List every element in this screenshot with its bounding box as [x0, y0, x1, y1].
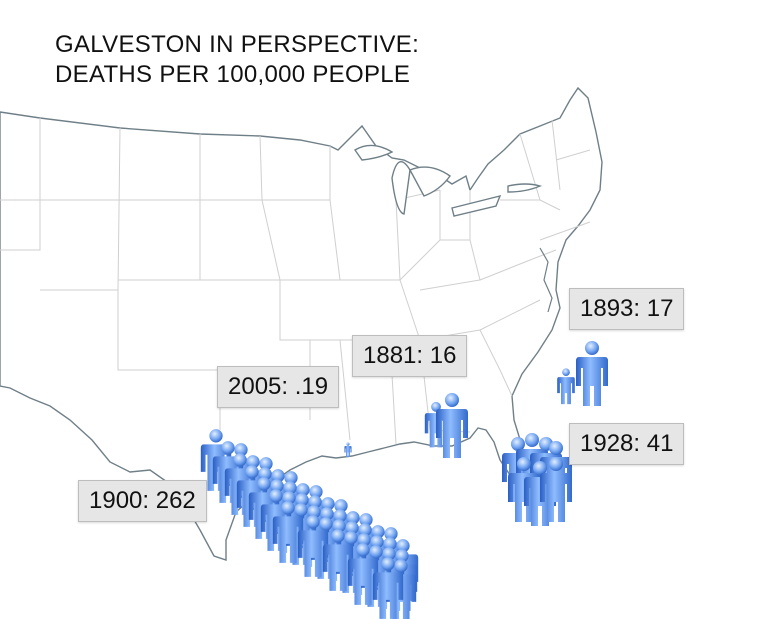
label-1900: 1900: 262: [78, 480, 207, 522]
person-icon-1893-small: [557, 368, 575, 405]
label-1928: 1928: 41: [569, 423, 685, 465]
person-icon-1893: [576, 341, 608, 406]
label-1881: 1881: 16: [352, 335, 468, 377]
state-borders: [0, 118, 591, 445]
chesapeake-bay: [539, 247, 553, 313]
label-2005: 2005: .19: [217, 366, 340, 408]
chart-title: GALVESTON IN PERSPECTIVE: DEATHS PER 100…: [55, 30, 419, 90]
great-lakes: [353, 144, 543, 217]
title-line-2: DEATHS PER 100,000 PEOPLE: [55, 61, 411, 88]
title-line-1: GALVESTON IN PERSPECTIVE:: [55, 31, 420, 58]
label-1893: 1893: 17: [569, 288, 685, 330]
